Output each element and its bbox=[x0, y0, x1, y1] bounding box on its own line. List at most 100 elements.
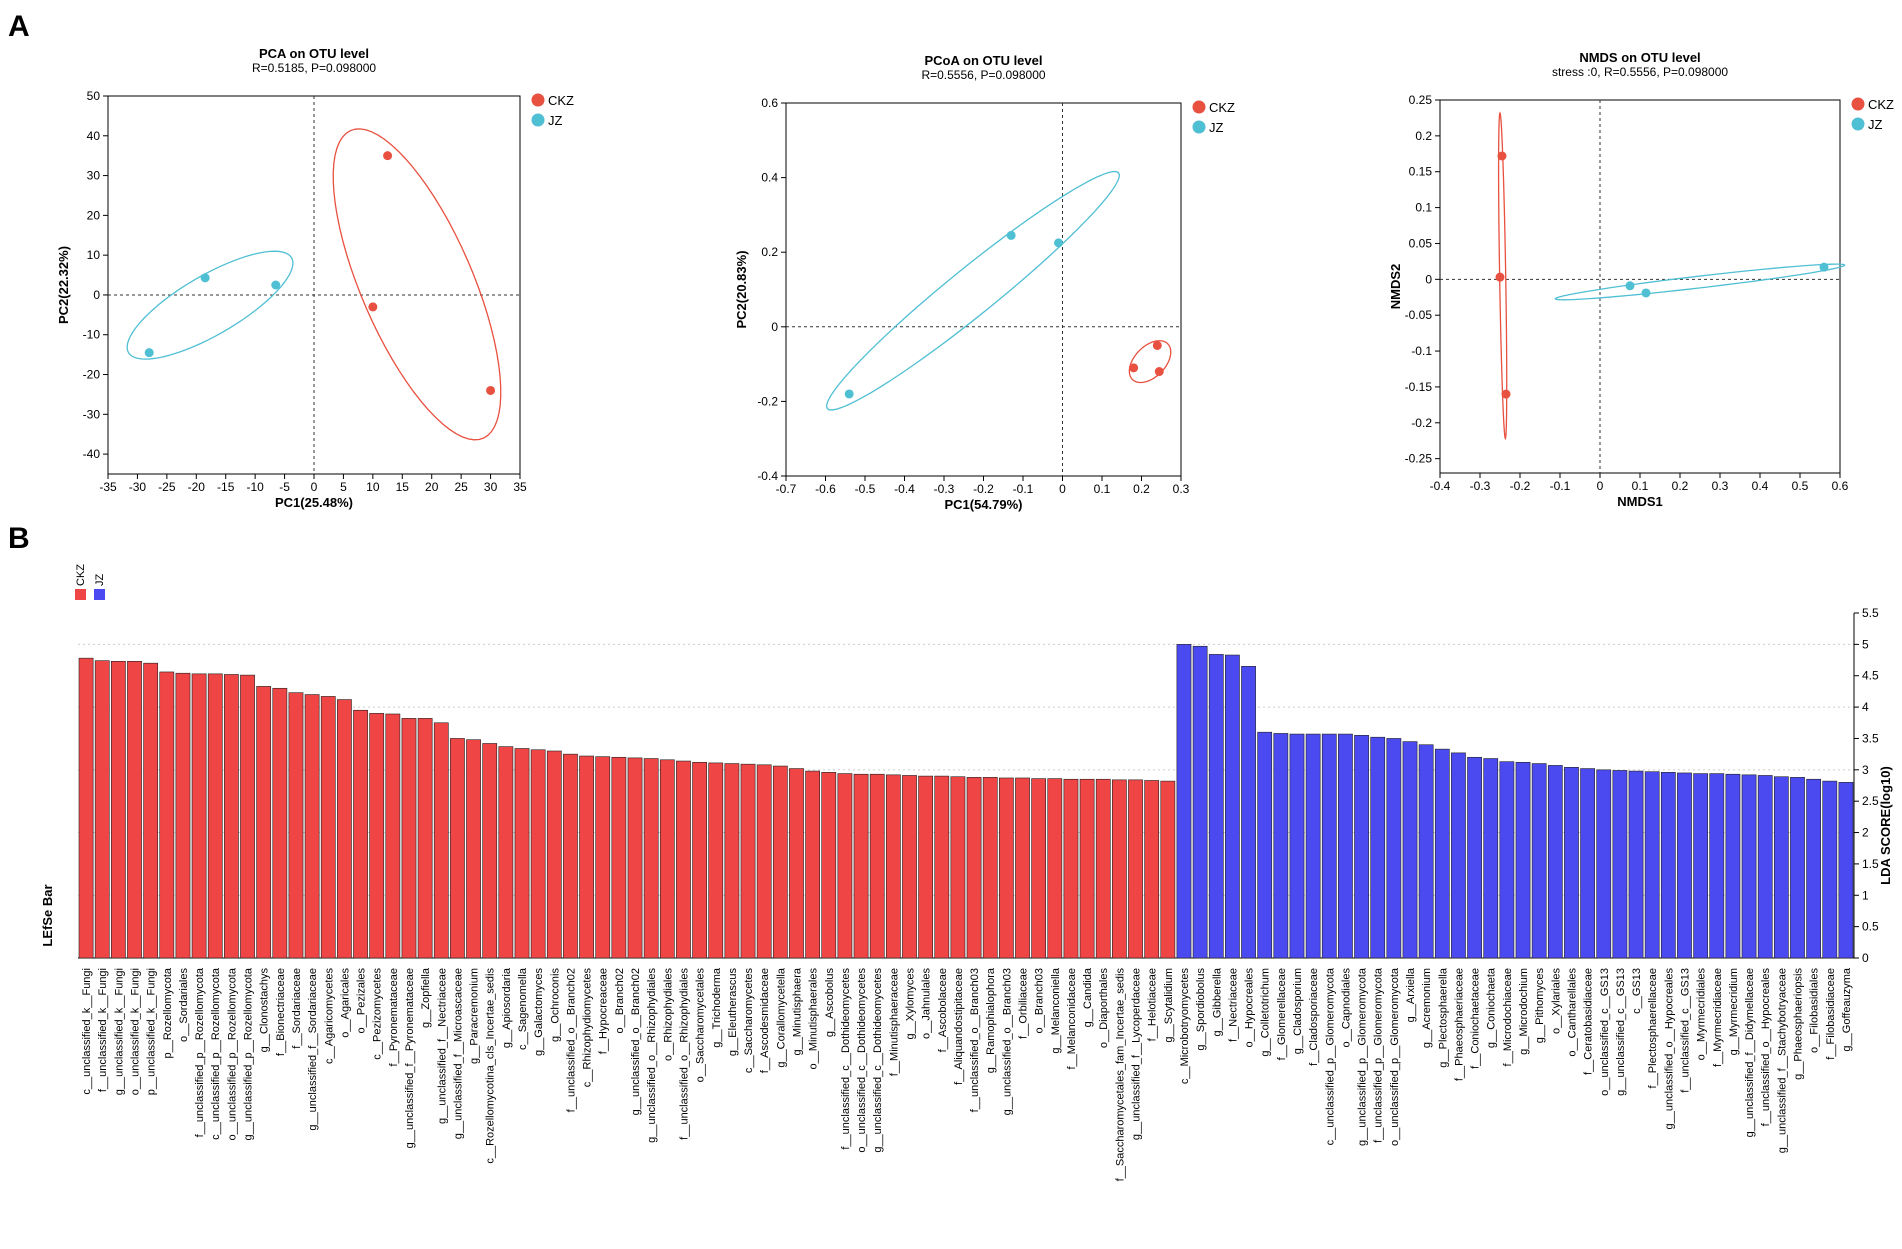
lefse-category-label: o__Agaricales bbox=[339, 968, 351, 1038]
lefse-category-label: g__Paracremonium bbox=[469, 968, 481, 1064]
lefse-bar-ckz bbox=[530, 749, 546, 959]
lefse-bar-ckz bbox=[304, 694, 320, 959]
lefse-bar-jz bbox=[1677, 772, 1692, 959]
lefse-bar-ckz bbox=[385, 713, 401, 959]
sc2-legend-label-jz: JZ bbox=[1868, 117, 1883, 132]
lefse-bar-ckz bbox=[94, 660, 110, 959]
lefse-category-label: f__unclassified_p__Rozellomycota bbox=[194, 967, 206, 1137]
lefse-category-label: c__Rhizophydiomycetes bbox=[582, 968, 594, 1088]
lefse-category-label: g__unclassified_f__Stachybotryaceae bbox=[1776, 968, 1788, 1153]
sc1-x-tick-label: -0.3 bbox=[934, 482, 955, 496]
lefse-y-tick-label: 5 bbox=[1862, 637, 1869, 651]
lefse-y-tick-label: 5.5 bbox=[1862, 606, 1879, 620]
lefse-category-label: g__Apiosordaria bbox=[501, 967, 513, 1048]
lefse-category-label: f__unclassified_o__Hypocreales bbox=[1760, 968, 1772, 1127]
sc2-x-tick-label: 0.6 bbox=[1832, 479, 1849, 493]
sc0-x-tick-label: -10 bbox=[246, 480, 264, 494]
lefse-category-label: g__Xylomyces bbox=[904, 968, 916, 1040]
sc2-ckz-point bbox=[1497, 151, 1507, 161]
lefse-category-label: f__Glomerellaceae bbox=[1276, 968, 1288, 1060]
lefse-category-label: g__unclassified_f__Microascaceae bbox=[452, 968, 464, 1139]
lefse-bar-jz bbox=[1709, 773, 1725, 959]
sc1-y-tick-label: 0.4 bbox=[761, 171, 778, 185]
lefse-bar-jz bbox=[1354, 735, 1369, 959]
sc2-y-axis-label: NMDS2 bbox=[1388, 264, 1403, 310]
sc1-y-axis-label: PC2(20.83%) bbox=[734, 250, 749, 328]
lefse-category-label: g__Plectosphaerella bbox=[1437, 967, 1449, 1068]
lefse-bar-ckz bbox=[450, 738, 465, 959]
lefse-bar-jz bbox=[1757, 775, 1773, 959]
lefse-category-label: o__unclassified_k__Fungi bbox=[130, 968, 142, 1095]
sc1-x-tick-label: -0.4 bbox=[894, 482, 915, 496]
lefse-category-label: g__Phaeosphaeriopsis bbox=[1792, 968, 1804, 1080]
sc1-jz-point bbox=[1054, 238, 1064, 248]
lefse-bar-ckz bbox=[417, 718, 433, 959]
lefse-category-label: g__unclassified_f__Didymellaceae bbox=[1744, 968, 1756, 1137]
lefse-bar-ckz bbox=[1112, 779, 1127, 959]
panel-label-b: B bbox=[8, 522, 30, 555]
lefse-bar-ckz bbox=[1031, 778, 1047, 959]
sc0-legend-marker-jz bbox=[531, 113, 545, 127]
lefse-category-label: f__Sordariaceae bbox=[291, 968, 303, 1049]
lefse-category-label: f__Ceratobasidiaceae bbox=[1583, 968, 1595, 1075]
lefse-bar-ckz bbox=[320, 696, 336, 959]
lefse-category-label: f__Bionectriaceae bbox=[275, 968, 287, 1056]
lefse-bar-ckz bbox=[659, 759, 675, 959]
lefse-category-label: g__Galactomyces bbox=[533, 968, 545, 1057]
sc2-y-tick-label: -0.1 bbox=[1411, 344, 1432, 358]
sc0-jz-point bbox=[144, 348, 154, 358]
sc2-x-tick-label: 0.5 bbox=[1792, 479, 1809, 493]
sc1-x-tick-label: -0.7 bbox=[776, 482, 797, 496]
lefse-category-label: o__Branch03 bbox=[1034, 968, 1046, 1033]
sc2-x-tick-label: -0.4 bbox=[1430, 479, 1451, 493]
lefse-bar-ckz bbox=[998, 777, 1014, 959]
sc0-y-tick-label: -40 bbox=[83, 447, 101, 461]
lefse-category-label: o__unclassified_c__Dothideomycetes bbox=[856, 968, 868, 1153]
lefse-bar-jz bbox=[1790, 777, 1805, 959]
lefse-bar-ckz bbox=[1063, 778, 1079, 959]
lefse-bar-jz bbox=[1741, 774, 1757, 959]
lefse-bar-ckz bbox=[514, 748, 530, 959]
sc0-x-tick-label: -5 bbox=[279, 480, 290, 494]
lefse-bar-chart: CKZ JZ c__unclassified_k__Fungi f__unclassi… bbox=[40, 564, 1893, 1182]
lefse-bar-jz bbox=[1386, 738, 1402, 959]
lefse-category-label: f__unclassified_c__GS13 bbox=[1679, 968, 1691, 1093]
sc1-jz-point bbox=[844, 389, 854, 399]
lefse-category-label: f__Myrmecridiaceae bbox=[1712, 968, 1724, 1067]
lefse-bar-jz bbox=[1257, 731, 1273, 959]
lefse-category-label: f__unclassified_k__Fungi bbox=[97, 968, 109, 1092]
sc1-x-tick-label: -0.5 bbox=[855, 482, 876, 496]
lefse-category-label: o__Diaporthales bbox=[1098, 968, 1110, 1049]
lefse-bar-ckz bbox=[256, 686, 272, 959]
sc2-jz-point bbox=[1641, 288, 1651, 298]
lefse-bar-ckz bbox=[611, 756, 627, 959]
lefse-category-label: f__Orbiliaceae bbox=[1018, 968, 1030, 1039]
lefse-bar-jz bbox=[1418, 744, 1434, 959]
lefse-category-label: g__Pithomyces bbox=[1534, 968, 1546, 1044]
lefse-category-label: f__Nectriaceae bbox=[1227, 968, 1239, 1042]
sc1-ckz-point bbox=[1129, 363, 1139, 373]
sc1-plot-frame bbox=[785, 102, 1182, 477]
lefse-category-label: c__Agaricomycetes bbox=[323, 968, 335, 1064]
sc2-y-tick-label: -0.25 bbox=[1405, 452, 1433, 466]
lefse-bar-jz bbox=[1564, 767, 1579, 959]
sc1-x-axis-label: PC1(54.79%) bbox=[944, 497, 1022, 512]
sc0-x-tick-label: 0 bbox=[311, 480, 318, 494]
lefse-category-label: f__Filobasidiaceae bbox=[1825, 968, 1837, 1060]
lefse-category-label: g__Scytalidium bbox=[1163, 968, 1175, 1043]
sc0-jz-point bbox=[271, 280, 281, 290]
lefse-category-label: o__Pezizales bbox=[356, 968, 368, 1034]
lefse-bar-jz bbox=[1531, 763, 1547, 959]
sc1-ckz-confidence-ellipse bbox=[1128, 340, 1172, 384]
sc2-x-tick-label: 0.3 bbox=[1712, 479, 1729, 493]
lefse-bar-ckz bbox=[401, 718, 417, 959]
sc1-x-tick-label: 0.2 bbox=[1133, 482, 1150, 496]
sc2-y-tick-label: 0.05 bbox=[1409, 236, 1433, 250]
lefse-legend-label-ckz: CKZ bbox=[75, 564, 87, 586]
lefse-bar-ckz bbox=[853, 773, 869, 959]
sc0-x-tick-label: 5 bbox=[340, 480, 347, 494]
lefse-bar-jz bbox=[1338, 733, 1353, 959]
lefse-category-label: g__Ascobolus bbox=[824, 968, 836, 1038]
lefse-category-label: f__Cladosporiaceae bbox=[1308, 968, 1320, 1066]
